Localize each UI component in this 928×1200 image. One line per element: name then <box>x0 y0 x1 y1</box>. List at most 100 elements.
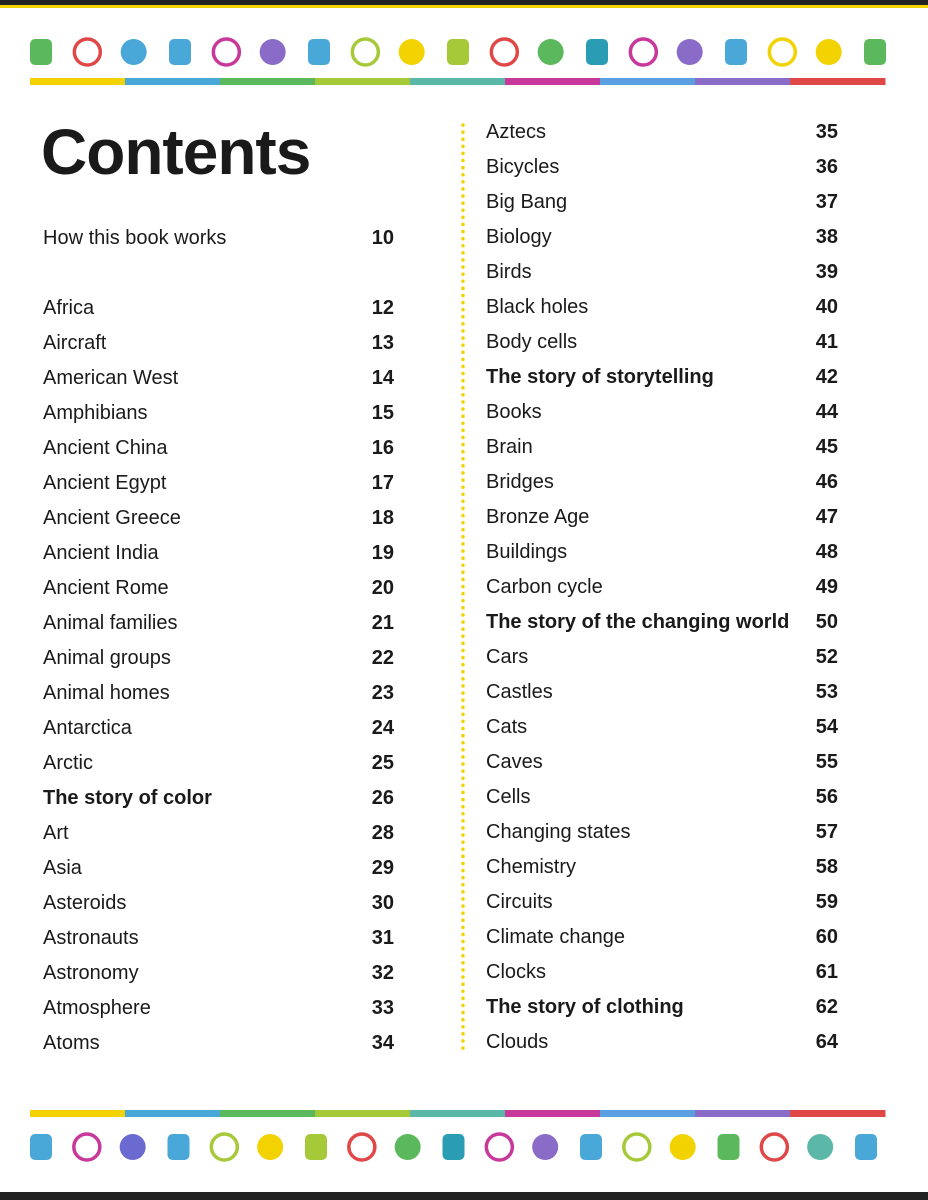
page-number: 36 <box>815 156 838 178</box>
icon <box>259 39 286 65</box>
entry-title: Animal groups <box>43 647 171 669</box>
entry-title: Ancient Egypt <box>43 472 167 494</box>
page-number: 56 <box>815 786 838 808</box>
page-number: 14 <box>371 367 394 389</box>
color-stripe <box>315 78 411 85</box>
icon <box>489 37 520 67</box>
entry-title: Chemistry <box>486 856 577 878</box>
page-number: 32 <box>371 962 394 984</box>
icon <box>855 1134 877 1160</box>
color-stripe <box>410 1110 506 1117</box>
entry-title: Ancient Greece <box>43 507 181 529</box>
color-stripe <box>30 78 126 85</box>
page-number: 23 <box>371 682 394 704</box>
page-number: 35 <box>815 121 838 143</box>
icon <box>30 39 52 65</box>
page-number: 64 <box>815 1031 838 1053</box>
entry-title: Climate change <box>486 926 625 948</box>
page-number: 52 <box>815 646 838 668</box>
icon <box>586 39 608 65</box>
icon <box>72 37 103 67</box>
icon <box>209 1132 240 1162</box>
color-stripe <box>505 1110 601 1117</box>
entry-title: The story of the changing world <box>486 611 790 633</box>
page-number: 44 <box>815 401 838 423</box>
page-number: 50 <box>815 611 838 633</box>
icon <box>767 37 798 67</box>
entry-title: Black holes <box>486 296 589 318</box>
page-title: Contents <box>41 116 311 188</box>
color-stripe <box>315 1110 411 1117</box>
entry-title: Brain <box>486 436 533 458</box>
page-number: 18 <box>371 507 394 529</box>
page-number: 19 <box>371 542 394 564</box>
icon <box>725 39 747 65</box>
entry-title: Astronomy <box>43 962 139 984</box>
icon <box>717 1134 740 1160</box>
page-number: 10 <box>371 227 394 249</box>
entry-title: Astronauts <box>43 927 139 949</box>
page-number: 33 <box>371 997 394 1019</box>
page-number: 57 <box>815 821 838 843</box>
entry-title: How this book works <box>43 227 227 249</box>
color-stripe <box>790 1110 886 1117</box>
entry-title: Birds <box>486 261 532 283</box>
icon <box>628 37 659 67</box>
icon <box>305 1134 327 1160</box>
entry-title: Ancient Rome <box>43 577 169 599</box>
icon <box>72 1132 102 1162</box>
page-number: 46 <box>815 471 838 493</box>
page-number: 42 <box>815 366 838 388</box>
page-number: 29 <box>371 857 394 879</box>
entry-title: Aircraft <box>43 332 107 354</box>
entry-title: Art <box>43 822 69 844</box>
entry-title: Arctic <box>43 752 93 774</box>
page-number: 59 <box>815 891 838 913</box>
icon <box>120 39 147 65</box>
icon <box>864 39 886 65</box>
icon <box>347 1132 377 1162</box>
entry-title: Africa <box>43 297 95 319</box>
color-stripe <box>30 1110 126 1117</box>
icon <box>537 39 564 65</box>
entry-title: Buildings <box>486 541 568 563</box>
color-stripe <box>695 78 791 85</box>
page-number: 60 <box>815 926 838 948</box>
icon <box>119 1134 146 1160</box>
page-number: 34 <box>371 1032 394 1054</box>
entry-title: Atoms <box>43 1032 100 1054</box>
entry-title: Atmosphere <box>43 997 151 1019</box>
entry-title: Carbon cycle <box>486 576 603 598</box>
entry-title: Ancient India <box>43 542 159 564</box>
page-number: 48 <box>815 541 838 563</box>
icon <box>308 39 330 65</box>
entry-title: Aztecs <box>486 121 547 143</box>
color-stripe <box>505 78 601 85</box>
page-number: 24 <box>371 717 394 739</box>
entry-title: Antarctica <box>43 717 132 739</box>
page-number: 58 <box>815 856 838 878</box>
icon <box>167 1134 190 1160</box>
page-number: 37 <box>815 191 838 213</box>
entry-title: Clouds <box>486 1031 549 1053</box>
bottom-bar <box>0 1192 928 1200</box>
page-number: 21 <box>371 612 394 634</box>
page-number: 40 <box>815 296 838 318</box>
entry-title: Cars <box>486 646 529 668</box>
icon <box>532 1134 559 1160</box>
color-stripe <box>790 78 886 85</box>
entry-title: Bridges <box>486 471 554 493</box>
icon <box>815 39 842 65</box>
entry-title: Changing states <box>486 821 631 843</box>
page-number: 55 <box>815 751 838 773</box>
entry-title: The story of color <box>43 787 212 809</box>
icon <box>169 39 191 65</box>
page-number: 62 <box>815 996 838 1018</box>
entry-title: Clocks <box>486 961 547 983</box>
page-number: 25 <box>371 752 394 774</box>
entry-title: Circuits <box>486 891 553 913</box>
page-number: 54 <box>815 716 838 738</box>
page-number: 38 <box>815 226 838 248</box>
